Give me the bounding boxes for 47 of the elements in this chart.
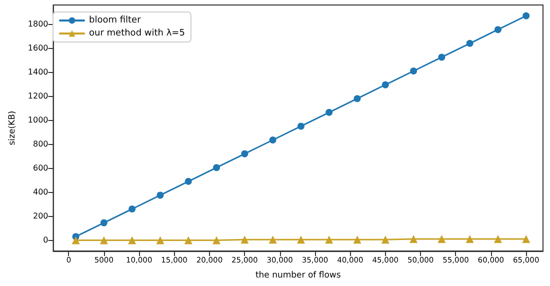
point [184, 178, 192, 185]
y-tick-label: 1000 [28, 116, 48, 125]
point [156, 192, 164, 199]
point [410, 68, 418, 74]
point [522, 12, 530, 20]
point [438, 54, 446, 61]
y-tick-label: 1400 [28, 68, 48, 77]
y-tick-label: 1800 [28, 20, 48, 29]
point [354, 95, 361, 102]
point [297, 122, 304, 130]
y-tick-label: 200 [32, 212, 48, 221]
y-tick-label: 800 [32, 140, 48, 149]
y-tick-label: 0 [43, 236, 48, 245]
point [269, 136, 276, 144]
point [72, 236, 80, 244]
point [100, 236, 108, 244]
point [268, 236, 277, 244]
point [184, 236, 192, 244]
point [326, 108, 333, 116]
point [212, 236, 221, 244]
point [466, 235, 474, 243]
point [128, 206, 136, 212]
point [128, 236, 136, 244]
point [410, 235, 418, 243]
point [353, 236, 362, 244]
y-axis-title: size(KB) [8, 110, 18, 146]
point [296, 236, 305, 244]
point [156, 236, 164, 244]
point [494, 26, 502, 34]
y-tick-label: 1200 [28, 92, 48, 101]
point [522, 235, 530, 243]
point [213, 164, 220, 172]
legend-label: our method with λ=5 [89, 28, 185, 38]
point [381, 236, 390, 244]
point [382, 81, 389, 88]
x-axis-title: the number of flows [255, 270, 342, 280]
y-tick-label: 1600 [28, 44, 48, 53]
legend-label: bloom filter [89, 16, 142, 26]
y-tick-label: 600 [32, 164, 48, 173]
point [100, 219, 108, 226]
point [466, 40, 474, 47]
point [325, 236, 334, 244]
point [438, 235, 446, 243]
point [494, 235, 502, 243]
point [240, 236, 249, 244]
y-tick-label: 400 [32, 188, 48, 197]
point [241, 150, 248, 158]
